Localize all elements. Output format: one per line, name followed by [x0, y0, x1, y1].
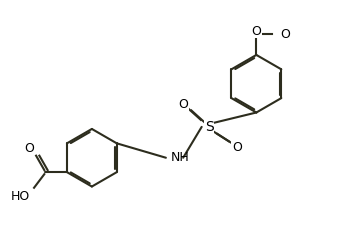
Text: NH: NH: [171, 151, 190, 164]
Text: O: O: [232, 141, 242, 154]
Text: O: O: [251, 25, 261, 38]
Text: S: S: [205, 120, 214, 134]
Text: O: O: [280, 28, 290, 41]
Text: O: O: [178, 98, 188, 111]
Text: HO: HO: [11, 190, 31, 203]
Text: O: O: [24, 142, 34, 155]
